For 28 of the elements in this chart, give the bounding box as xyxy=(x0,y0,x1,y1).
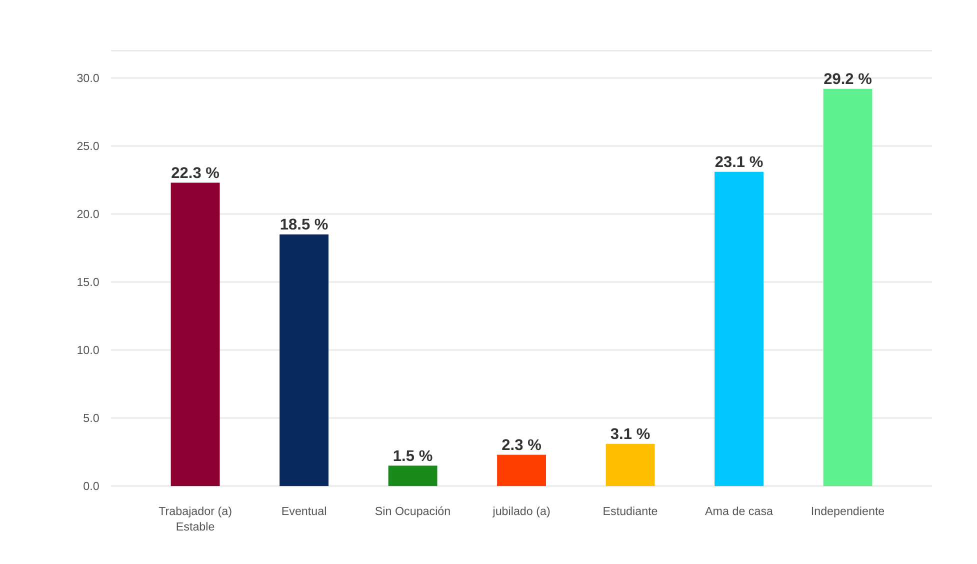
x-tick-label: Estudiante xyxy=(602,505,658,518)
bar xyxy=(280,234,329,486)
data-label: 29.2 % xyxy=(824,70,872,88)
bar xyxy=(606,444,655,486)
y-tick-label: 30.0 xyxy=(76,72,100,86)
y-tick-label: 5.0 xyxy=(83,412,100,426)
y-tick-label: 20.0 xyxy=(76,208,100,222)
data-label: 22.3 % xyxy=(171,164,220,182)
data-label: 18.5 % xyxy=(280,216,328,234)
data-label: 2.3 % xyxy=(502,436,542,454)
bar xyxy=(388,466,438,486)
y-tick-label: 10.0 xyxy=(76,344,100,358)
y-tick-label: 0.0 xyxy=(83,480,100,494)
bar xyxy=(823,88,872,486)
y-tick-label: 25.0 xyxy=(76,140,100,154)
data-label: 23.1 % xyxy=(714,154,764,171)
x-tick-label: jubilado (a) xyxy=(492,505,550,518)
x-tick-label: Independiente xyxy=(810,505,885,518)
bar xyxy=(714,172,764,486)
x-tick-label: Sin Ocupación xyxy=(374,505,451,518)
x-tick-label: Eventual xyxy=(281,505,327,518)
x-tick-label: Trabajador (a) Estable xyxy=(158,505,232,534)
data-label: 3.1 % xyxy=(610,426,650,444)
x-tick-label: Ama de casa xyxy=(705,505,774,518)
data-label: 1.5 % xyxy=(392,448,433,465)
bar xyxy=(170,182,220,486)
y-tick-label: 15.0 xyxy=(76,276,100,290)
bar xyxy=(497,454,546,486)
